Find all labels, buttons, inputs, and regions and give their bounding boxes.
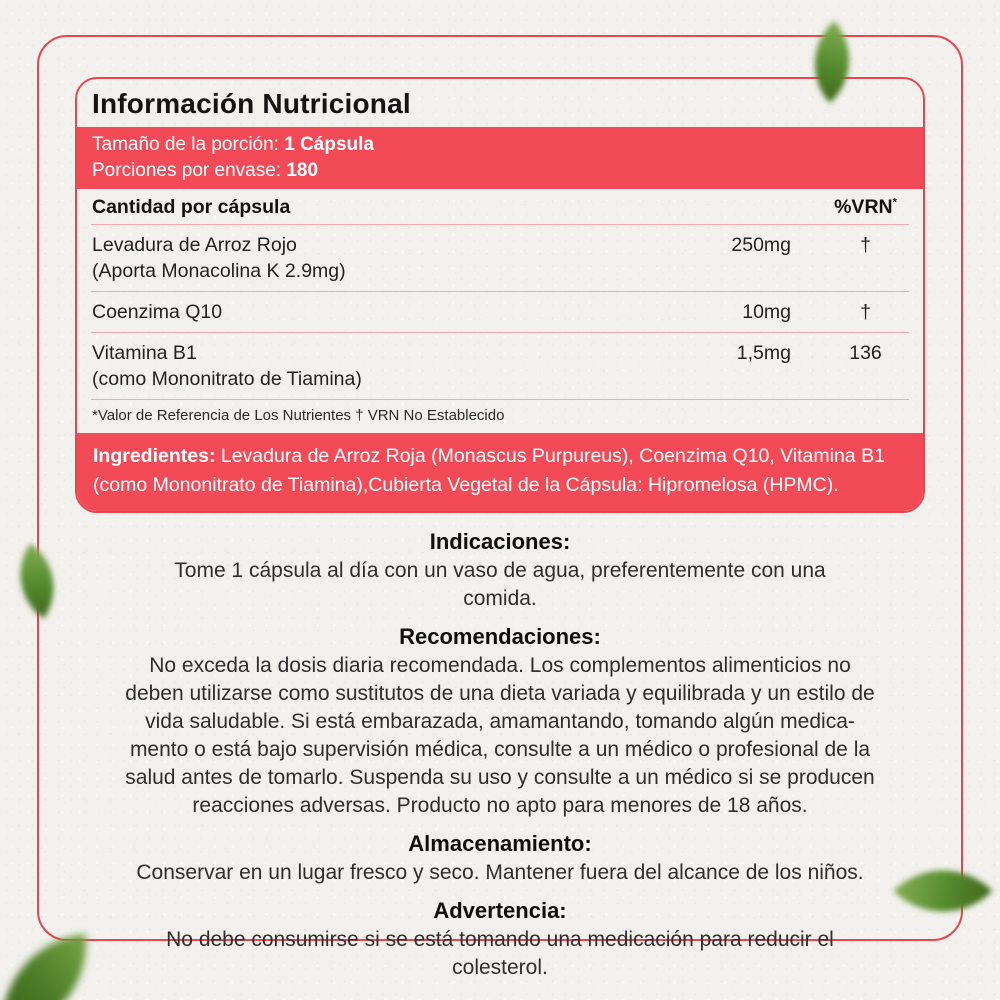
serving-size-label: Tamaño de la porción: <box>92 134 285 155</box>
section-heading: Almacenamiento: <box>408 831 592 856</box>
section-indicaciones: Indicaciones: Tome 1 cápsula al día con … <box>67 529 933 613</box>
servings-per-container-value: 180 <box>286 160 319 181</box>
section-line: vida saludable. Si está embarazada, amam… <box>145 710 855 733</box>
nutrient-amount: 1,5mg <box>736 342 791 364</box>
vrn-header: %VRN* <box>803 196 908 219</box>
nutrient-detail: (Aporta Monacolina K 2.9mg) <box>92 260 346 282</box>
row-divider <box>91 224 909 225</box>
nutrient-name: Vitamina B1 <box>92 342 197 364</box>
ingredients-label: Ingredientes: <box>93 445 216 467</box>
serving-size-value: 1 Cápsula <box>284 134 374 155</box>
section-line: No exceda la dosis diaria recomendada. L… <box>149 654 851 677</box>
servings-per-container-label: Porciones por envase: <box>92 160 287 181</box>
nutrient-table-header: Cantidad por cápsula %VRN* <box>77 189 923 224</box>
leaf-icon <box>0 934 94 1000</box>
section-line: Conservar en un lugar fresco y seco. Man… <box>136 861 864 884</box>
nutrient-vrn: † <box>860 301 871 323</box>
nutrient-amount: 10mg <box>742 301 791 323</box>
row-divider <box>91 332 909 333</box>
nutrition-facts-panel: Información Nutricional Tamaño de la por… <box>75 77 925 513</box>
nutrient-name-cell: Coenzima Q10 <box>92 299 683 325</box>
section-line: Tome 1 cápsula al día con un vaso de agu… <box>174 559 826 582</box>
row-divider <box>91 399 909 400</box>
section-heading: Indicaciones: <box>429 529 571 554</box>
serving-info-banner: Tamaño de la porción: 1 Cápsula Porcione… <box>77 127 923 189</box>
usage-sections: Indicaciones: Tome 1 cápsula al día con … <box>39 513 961 982</box>
nutrient-name-cell: Levadura de Arroz Rojo (Aporta Monacolin… <box>92 232 683 284</box>
reference-footnote: *Valor de Referencia de Los Nutrientes †… <box>92 407 505 424</box>
section-almacenamiento: Almacenamiento: Conservar en un lugar fr… <box>67 831 933 887</box>
section-line: comida. <box>463 587 537 610</box>
servings-per-container-line: Porciones por envase: 180 <box>92 158 908 184</box>
table-row: Vitamina B1 (como Mononitrato de Tiamina… <box>77 333 923 399</box>
nutrient-detail: (como Mononitrato de Tiamina) <box>92 368 362 390</box>
section-heading: Advertencia: <box>433 898 567 923</box>
nutrient-amount: 250mg <box>731 234 791 256</box>
section-recomendaciones: Recomendaciones: No exceda la dosis diar… <box>67 624 933 820</box>
nutrient-name-cell: Vitamina B1 (como Mononitrato de Tiamina… <box>92 340 683 392</box>
section-line: colesterol. <box>452 956 548 979</box>
section-line: deben utilizarse como sustitutos de una … <box>125 682 875 705</box>
section-line: reacciones adversas. Producto no apto pa… <box>192 794 808 817</box>
vrn-header-asterisk: * <box>892 196 897 209</box>
nutrient-name: Coenzima Q10 <box>92 301 223 323</box>
section-line: No debe consumirse si se está tomando un… <box>166 928 834 951</box>
nutrient-name: Levadura de Arroz Rojo <box>92 234 297 256</box>
row-divider <box>91 291 909 292</box>
leaf-shape <box>0 934 94 1000</box>
table-row: Levadura de Arroz Rojo (Aporta Monacolin… <box>77 225 923 291</box>
serving-size-line: Tamaño de la porción: 1 Cápsula <box>92 132 908 158</box>
nutrient-vrn: † <box>860 234 871 256</box>
section-heading: Recomendaciones: <box>399 624 601 649</box>
panel-title: Información Nutricional <box>92 88 411 119</box>
table-row: Coenzima Q10 10mg † <box>77 292 923 332</box>
amount-per-capsule-header: Cantidad por cápsula <box>92 196 291 218</box>
ingredients-banner: Ingredientes: Levadura de Arroz Roja (Mo… <box>77 433 923 511</box>
vrn-header-text: %VRN <box>834 196 893 218</box>
section-line: mento o está bajo supervisión médica, co… <box>129 738 871 761</box>
section-advertencia: Advertencia: No debe consumirse si se es… <box>67 898 933 982</box>
ingredients-text: Levadura de Arroz Roja (Monascus Purpure… <box>93 445 885 496</box>
section-line: salud antes de tomarlo. Suspenda su uso … <box>125 766 875 789</box>
nutrient-vrn: 136 <box>849 342 882 364</box>
label-outer-border: Información Nutricional Tamaño de la por… <box>37 35 963 979</box>
